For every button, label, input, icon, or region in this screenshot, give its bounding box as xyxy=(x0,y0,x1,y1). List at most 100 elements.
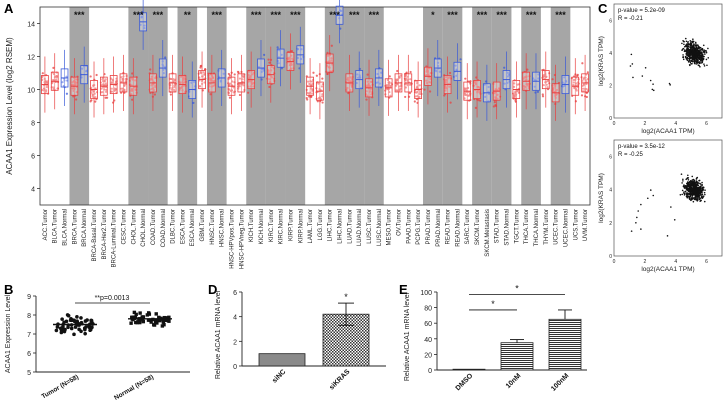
scatter-point xyxy=(699,66,701,68)
data-point xyxy=(425,81,429,85)
y-tick-label: 6 xyxy=(27,351,31,358)
scatter-point xyxy=(691,187,693,190)
normal-point xyxy=(152,323,157,327)
scatter-point xyxy=(693,61,696,64)
scatter-point xyxy=(649,189,652,191)
scatter-point xyxy=(684,55,687,58)
scatter-point xyxy=(684,190,687,193)
data-point xyxy=(404,86,408,89)
scatter-point xyxy=(630,230,633,232)
panel-label-c: C xyxy=(598,1,608,16)
scatter-point xyxy=(681,182,683,184)
normal-point xyxy=(132,310,137,315)
data-point xyxy=(536,90,540,93)
data-point xyxy=(114,87,117,91)
scatter-point xyxy=(687,179,690,181)
data-point xyxy=(546,86,549,89)
scatter-point xyxy=(700,199,702,202)
x-category-label: LUAD.Tumor xyxy=(347,209,353,244)
scatter-frame xyxy=(613,3,723,119)
data-point xyxy=(173,84,176,87)
data-point xyxy=(413,100,416,103)
data-point xyxy=(170,88,173,91)
normal-point xyxy=(154,312,158,316)
shaded-pair-bg xyxy=(148,7,168,205)
scatter-point xyxy=(686,59,689,62)
data-point xyxy=(124,83,127,86)
scatter-point xyxy=(693,189,695,192)
data-point xyxy=(493,91,497,95)
normal-point xyxy=(147,312,152,316)
data-point xyxy=(507,73,510,76)
scatter-point xyxy=(681,193,684,196)
scatter-point xyxy=(683,43,685,46)
scatter-point xyxy=(698,193,701,195)
scatter-point xyxy=(686,192,688,194)
scatter-point xyxy=(688,51,691,53)
data-point xyxy=(514,92,517,95)
data-point xyxy=(131,72,134,75)
scatter-point xyxy=(696,183,699,186)
data-point xyxy=(366,73,369,76)
scatter-point xyxy=(651,88,654,91)
data-point xyxy=(463,87,466,90)
significance-label: *** xyxy=(133,10,144,20)
scatter-point xyxy=(704,49,707,52)
data-point xyxy=(192,80,196,83)
tumor-point xyxy=(69,326,74,331)
scatter-point xyxy=(699,55,701,57)
scatter-point xyxy=(690,41,692,43)
significance-label: *** xyxy=(251,10,262,20)
data-point xyxy=(120,80,123,83)
normal-point xyxy=(153,319,158,324)
data-point xyxy=(85,70,88,73)
scatter-point xyxy=(683,49,686,51)
data-point xyxy=(512,85,516,88)
scatter-point xyxy=(693,45,695,48)
data-point xyxy=(395,78,398,81)
data-point xyxy=(134,79,137,82)
data-point xyxy=(162,72,165,75)
data-point xyxy=(238,93,242,97)
scatter-point xyxy=(687,181,689,183)
data-point xyxy=(89,100,92,103)
data-point xyxy=(276,46,279,49)
data-point xyxy=(425,73,428,77)
scatter-point xyxy=(702,186,705,189)
data-point xyxy=(474,106,477,109)
scatter-point xyxy=(696,59,699,62)
data-point xyxy=(492,105,495,108)
data-point xyxy=(398,85,401,88)
scatter-point xyxy=(685,57,688,60)
data-point xyxy=(459,58,462,61)
x-category-label: STAD.Normal xyxy=(505,209,511,246)
scatter-point xyxy=(681,42,683,45)
scatter-point xyxy=(694,186,696,188)
data-point xyxy=(326,51,329,54)
data-point xyxy=(315,74,318,77)
y-tick-label: 10 xyxy=(27,88,35,95)
scatter-point xyxy=(695,198,698,201)
data-point xyxy=(418,92,421,96)
data-point xyxy=(395,80,398,83)
scatter-point xyxy=(688,181,691,183)
data-point xyxy=(131,98,134,101)
data-point xyxy=(104,78,107,81)
data-point xyxy=(130,87,134,91)
x-category-label: ESCA.Tumor xyxy=(180,209,186,244)
data-point xyxy=(219,80,222,83)
data-point xyxy=(477,99,480,102)
data-point xyxy=(449,71,452,75)
x-category-label: KIRP.Normal xyxy=(298,209,304,243)
data-point xyxy=(365,98,368,101)
data-point xyxy=(149,68,152,71)
normal-point xyxy=(161,320,165,324)
data-point xyxy=(541,93,544,96)
scatter-point xyxy=(695,177,698,180)
data-point xyxy=(349,89,352,92)
data-point xyxy=(320,98,323,101)
data-point xyxy=(75,98,78,101)
data-point xyxy=(526,68,529,71)
data-point xyxy=(89,75,92,78)
scatter-point xyxy=(691,58,694,60)
